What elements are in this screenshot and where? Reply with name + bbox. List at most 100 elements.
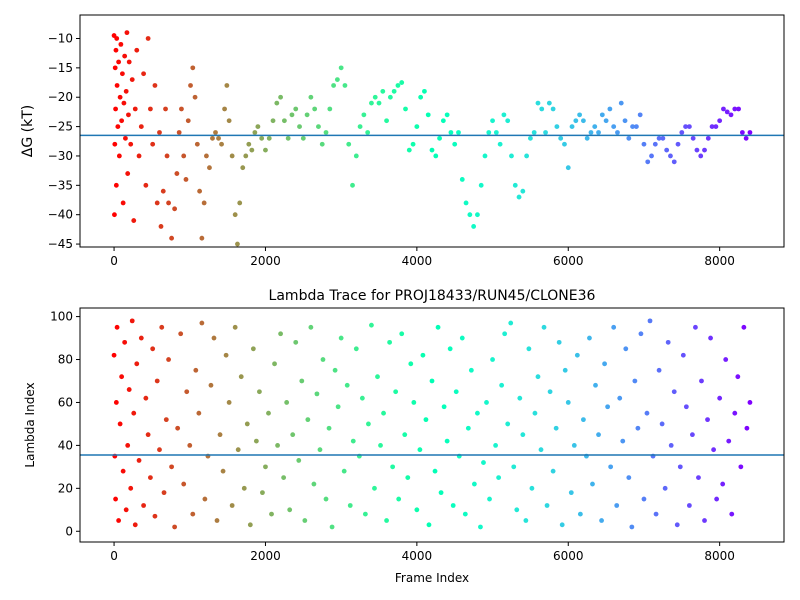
delta-g-plot-frame xyxy=(79,14,785,248)
data-point xyxy=(117,94,123,100)
data-point xyxy=(166,200,171,206)
data-point xyxy=(735,374,741,380)
data-point xyxy=(577,112,583,118)
data-point xyxy=(630,124,635,129)
data-point xyxy=(452,141,458,147)
data-point xyxy=(145,36,151,41)
x-tick-label: 4000 xyxy=(402,254,433,268)
data-point xyxy=(320,357,326,362)
data-point xyxy=(213,130,218,135)
data-point xyxy=(199,235,205,241)
data-point xyxy=(418,94,424,100)
data-point xyxy=(353,346,359,352)
data-point xyxy=(308,324,314,330)
data-point xyxy=(175,425,181,431)
data-point xyxy=(633,124,639,129)
data-point xyxy=(438,490,444,496)
data-point xyxy=(111,352,117,358)
data-point xyxy=(410,141,416,147)
data-point xyxy=(164,153,170,159)
data-point xyxy=(272,361,277,367)
data-point xyxy=(726,438,732,444)
data-point xyxy=(113,182,119,188)
data-point xyxy=(391,88,397,94)
delta-g-y-ticks: −45 −40 −35 −30 −25 −20 −15 −10 xyxy=(48,31,80,251)
data-point xyxy=(342,83,348,88)
data-point xyxy=(226,118,232,124)
data-point xyxy=(668,153,673,159)
data-point xyxy=(693,324,698,330)
data-point xyxy=(229,153,235,159)
data-point xyxy=(124,30,130,36)
data-point xyxy=(384,118,389,124)
data-point xyxy=(217,432,223,438)
data-point xyxy=(665,339,671,345)
data-point xyxy=(617,395,623,401)
data-point xyxy=(176,130,182,135)
data-point xyxy=(493,130,499,135)
data-point xyxy=(387,339,393,345)
data-point xyxy=(372,94,378,100)
data-point xyxy=(562,367,568,373)
data-point xyxy=(112,65,118,71)
data-point xyxy=(123,507,129,513)
data-point xyxy=(393,389,399,395)
data-point xyxy=(732,410,738,416)
data-point xyxy=(659,421,665,427)
data-point xyxy=(573,118,579,124)
x-tick-label: 6000 xyxy=(553,254,584,268)
data-point xyxy=(554,124,560,129)
data-point xyxy=(656,367,662,373)
x-tick-label: 6000 xyxy=(553,549,584,563)
data-point xyxy=(192,94,198,100)
data-point xyxy=(369,100,374,106)
data-point xyxy=(605,404,611,410)
data-point xyxy=(714,496,720,502)
data-point xyxy=(246,141,252,147)
data-point xyxy=(259,135,265,141)
data-point xyxy=(558,135,564,141)
data-point xyxy=(116,59,122,65)
data-point xyxy=(136,458,142,463)
data-point xyxy=(128,485,134,491)
data-point xyxy=(599,112,605,118)
data-point xyxy=(148,475,153,480)
y-tick-label: 100 xyxy=(50,310,73,324)
lambda-y-label: Lambda Index xyxy=(23,382,37,467)
data-point xyxy=(550,106,556,112)
data-point xyxy=(145,432,151,438)
data-point xyxy=(614,503,620,508)
data-point xyxy=(509,153,514,159)
data-point xyxy=(603,118,609,124)
data-point xyxy=(278,331,283,337)
data-point xyxy=(649,153,654,159)
data-point xyxy=(475,212,480,218)
data-point xyxy=(335,404,341,410)
data-point xyxy=(736,106,741,112)
lambda-x-ticks: 0 2000 4000 6000 8000 xyxy=(110,542,735,563)
data-point xyxy=(224,83,230,88)
data-point xyxy=(411,400,417,405)
data-point xyxy=(241,485,247,491)
data-point xyxy=(314,391,320,397)
data-point xyxy=(132,106,138,112)
data-point xyxy=(120,200,126,206)
lambda-panel: Lambda Trace for PROJ18433/RUN45/CLONE36… xyxy=(23,288,785,585)
data-point xyxy=(138,335,144,341)
data-point xyxy=(417,447,423,453)
data-point xyxy=(235,241,240,247)
data-point xyxy=(660,135,666,141)
data-point xyxy=(429,147,435,153)
data-point xyxy=(481,460,486,465)
data-point xyxy=(169,464,175,470)
data-point xyxy=(490,357,495,362)
data-point xyxy=(565,400,571,405)
data-point xyxy=(529,485,535,491)
data-point xyxy=(184,389,190,395)
data-point xyxy=(263,464,268,470)
data-point xyxy=(626,135,632,141)
data-point xyxy=(134,361,140,367)
data-point xyxy=(128,141,134,147)
data-point xyxy=(188,83,193,88)
data-point xyxy=(347,503,353,508)
